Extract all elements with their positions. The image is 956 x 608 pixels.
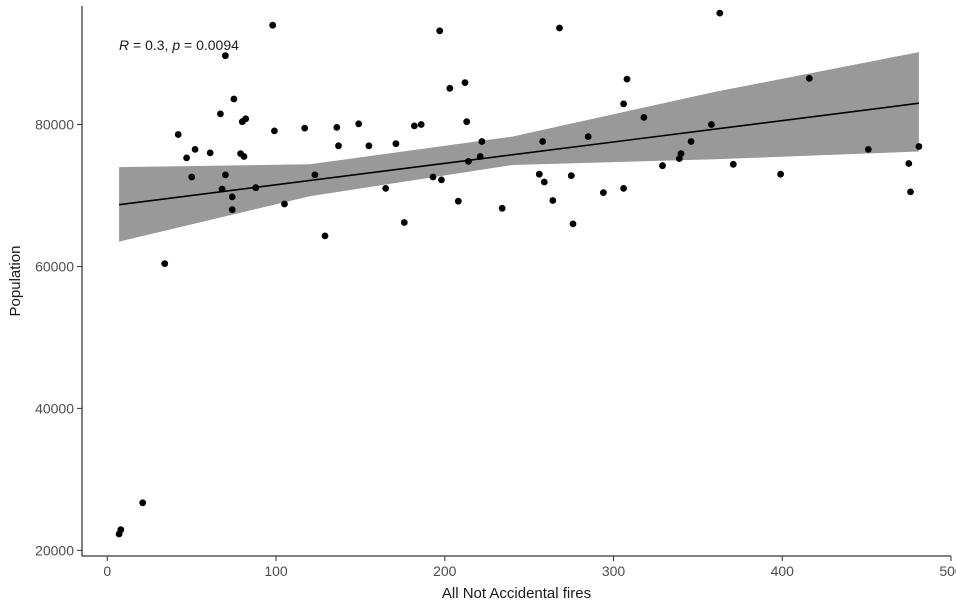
data-point — [311, 171, 319, 179]
data-point — [540, 178, 548, 186]
confidence-band — [119, 52, 919, 242]
data-point — [777, 170, 784, 178]
data-point — [438, 176, 445, 184]
data-point — [355, 120, 363, 128]
data-point — [400, 219, 408, 226]
data-point — [321, 232, 329, 240]
data-point — [549, 197, 557, 204]
y-axis-title: Population — [7, 246, 24, 317]
y-tick-label: 60000 — [35, 258, 74, 274]
data-point — [498, 204, 506, 212]
data-point — [230, 95, 238, 103]
data-point — [535, 170, 543, 178]
r-value: = 0.3, — [129, 37, 172, 53]
data-point — [569, 220, 577, 228]
data-point — [222, 171, 229, 179]
correlation-annotation: R = 0.3, p = 0.0094 — [119, 37, 239, 53]
data-point — [271, 127, 278, 135]
data-point — [436, 27, 444, 35]
data-point — [417, 121, 425, 128]
data-point — [429, 173, 437, 181]
y-axis-ticks: 20000 40000 60000 80000 — [35, 117, 82, 558]
data-point — [915, 143, 923, 150]
x-tick-label: 300 — [602, 563, 626, 579]
x-axis-title: All Not Accidental fires — [442, 585, 591, 602]
data-point — [478, 138, 486, 145]
data-point — [188, 173, 196, 181]
p-label: p — [171, 37, 180, 53]
data-point — [600, 189, 607, 197]
data-point — [206, 149, 214, 157]
data-point — [191, 146, 199, 153]
data-point — [242, 115, 250, 123]
data-point — [446, 84, 454, 92]
data-point — [281, 200, 288, 208]
data-point — [640, 114, 648, 121]
data-point — [905, 160, 913, 167]
data-point — [301, 124, 309, 132]
x-tick-label: 100 — [264, 563, 288, 579]
data-point — [222, 52, 229, 60]
data-point — [864, 146, 872, 153]
y-tick-label: 80000 — [35, 117, 74, 133]
data-point — [392, 140, 400, 148]
data-point — [117, 526, 125, 534]
r-label: R — [119, 37, 129, 53]
data-point — [659, 162, 666, 170]
data-point — [183, 154, 191, 162]
confidence-band-layer — [119, 52, 919, 242]
data-point — [365, 142, 373, 150]
data-point — [335, 142, 342, 150]
data-point — [620, 100, 627, 108]
x-tick-label: 400 — [771, 563, 795, 579]
data-point — [228, 206, 236, 214]
data-point — [687, 138, 695, 145]
data-point — [333, 124, 341, 131]
data-point — [567, 172, 575, 180]
data-point — [708, 121, 715, 128]
data-point — [228, 193, 236, 201]
data-point — [382, 185, 390, 192]
data-point — [729, 160, 737, 168]
data-point — [240, 153, 248, 160]
data-point — [174, 131, 182, 138]
data-point — [539, 138, 547, 145]
data-point — [269, 21, 277, 29]
x-tick-label: 500 — [939, 563, 956, 579]
x-tick-label: 200 — [433, 563, 457, 579]
data-point — [139, 499, 147, 507]
data-point — [620, 185, 627, 192]
data-point — [454, 197, 462, 205]
x-tick-label: 0 — [103, 563, 111, 579]
data-point — [161, 260, 169, 267]
data-point — [217, 110, 224, 118]
data-point — [556, 24, 563, 32]
regression-line — [119, 102, 920, 206]
y-tick-label: 20000 — [35, 542, 74, 558]
data-point — [623, 75, 631, 83]
data-point — [805, 75, 813, 82]
data-point — [907, 188, 914, 196]
x-axis-ticks: 0 100 200 300 400 500 — [103, 556, 956, 579]
data-point — [716, 9, 724, 17]
data-point — [677, 150, 685, 158]
data-point — [461, 79, 469, 86]
y-tick-label: 40000 — [35, 400, 74, 416]
data-point — [463, 118, 471, 126]
data-points-layer — [115, 9, 923, 538]
p-value: = 0.0094 — [180, 37, 239, 53]
data-point — [584, 133, 592, 141]
data-point — [411, 122, 418, 130]
